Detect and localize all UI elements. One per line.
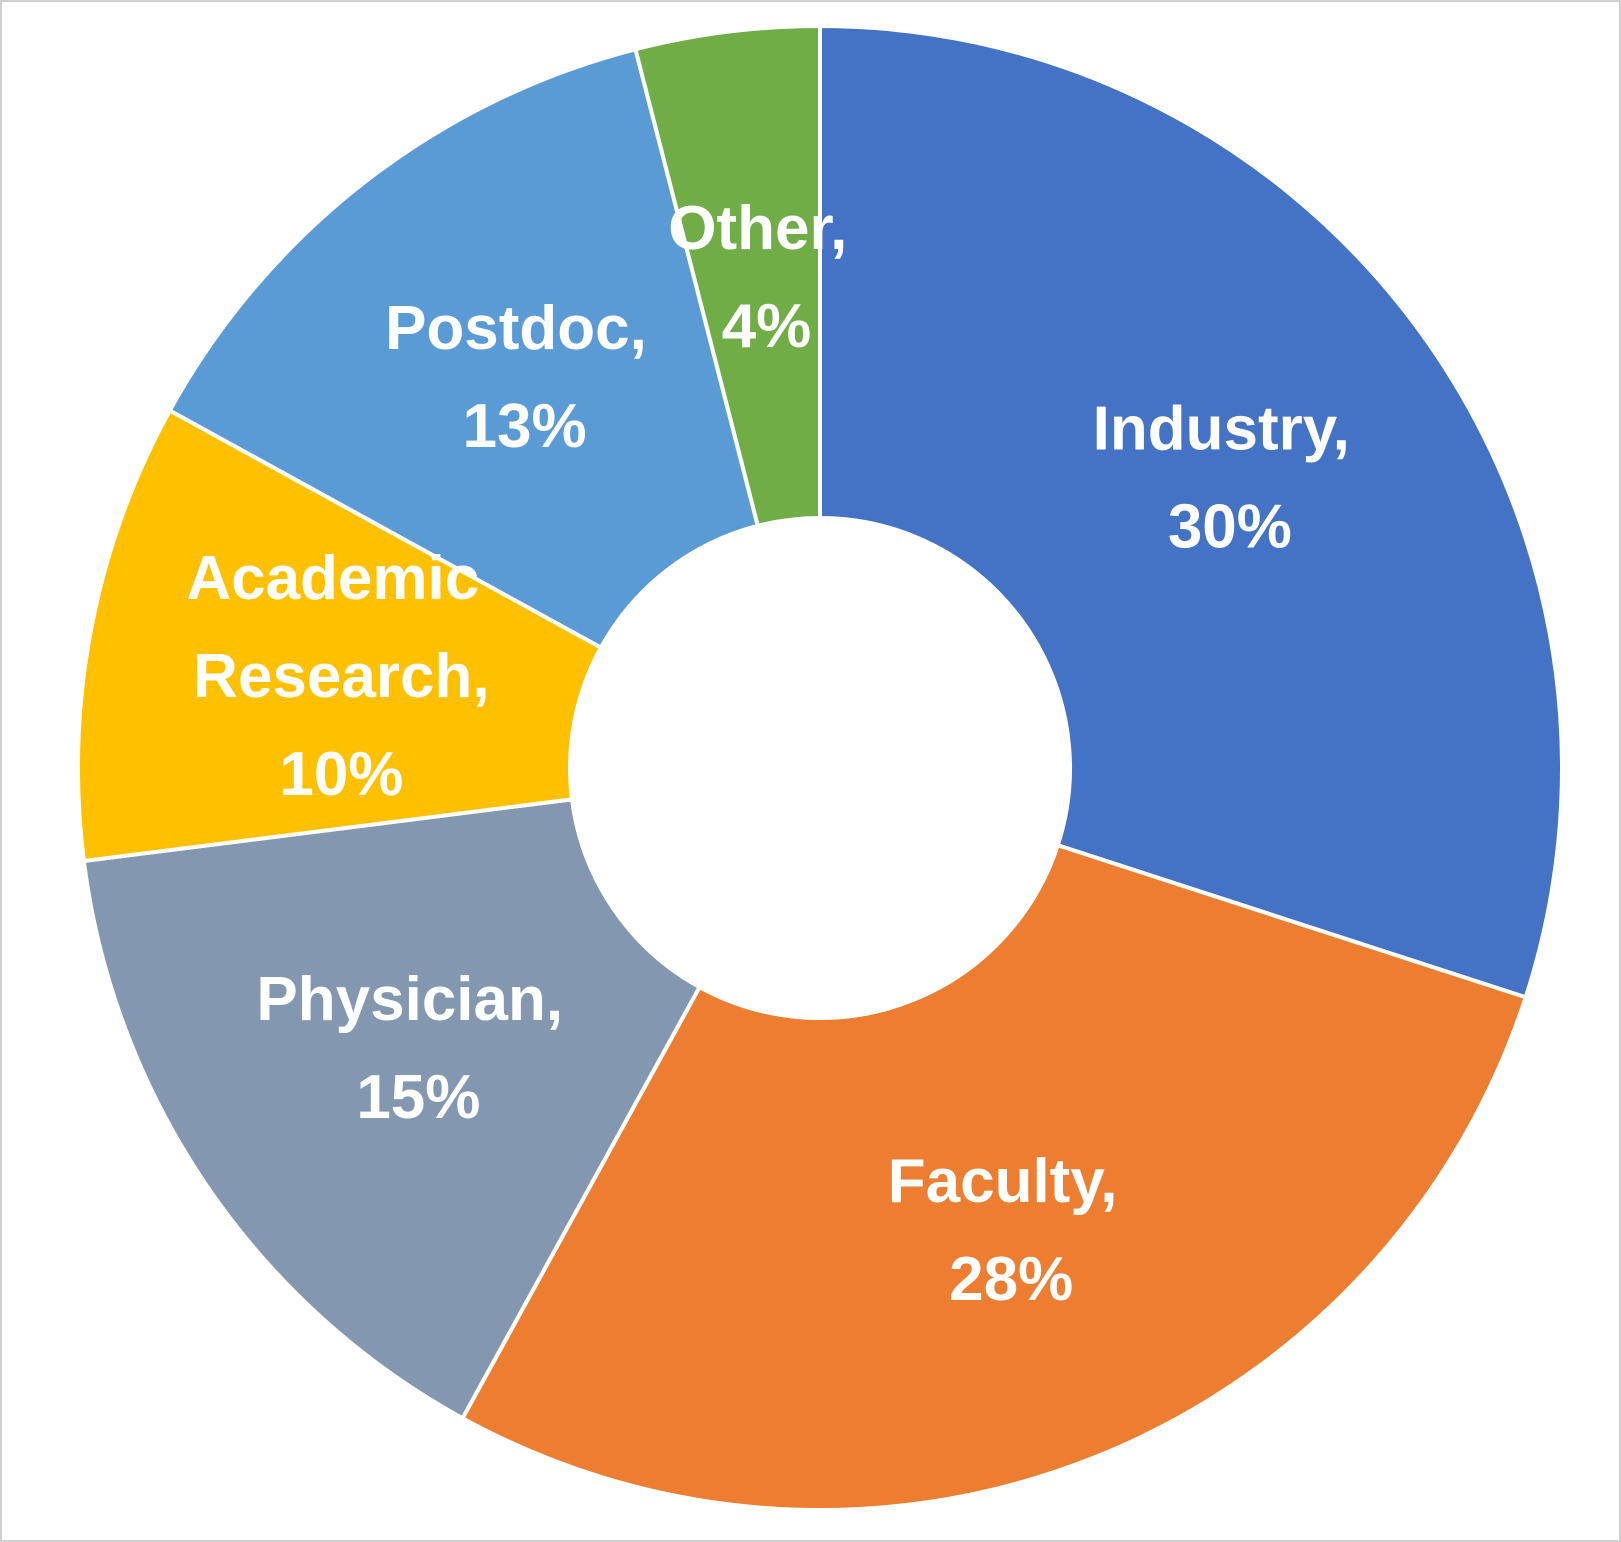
slice <box>167 46 761 651</box>
slices <box>76 23 1564 1512</box>
data-label: Academic Research, 10% <box>176 544 490 809</box>
labels: Industry, 30% Faculty, 28% Physician, 15% A… <box>176 194 1350 1314</box>
data-label: Faculty, 28% <box>888 1147 1118 1314</box>
data-label: Postdoc, 13% <box>385 294 647 461</box>
slice <box>633 23 822 529</box>
slice <box>459 842 1529 1512</box>
slice <box>818 23 1564 1000</box>
slice <box>76 407 604 864</box>
data-label: Physician, 15% <box>256 965 563 1132</box>
data-label: Other, 4% <box>668 194 847 361</box>
slice <box>81 797 703 1421</box>
data-label: Industry, 30% <box>1093 394 1350 561</box>
